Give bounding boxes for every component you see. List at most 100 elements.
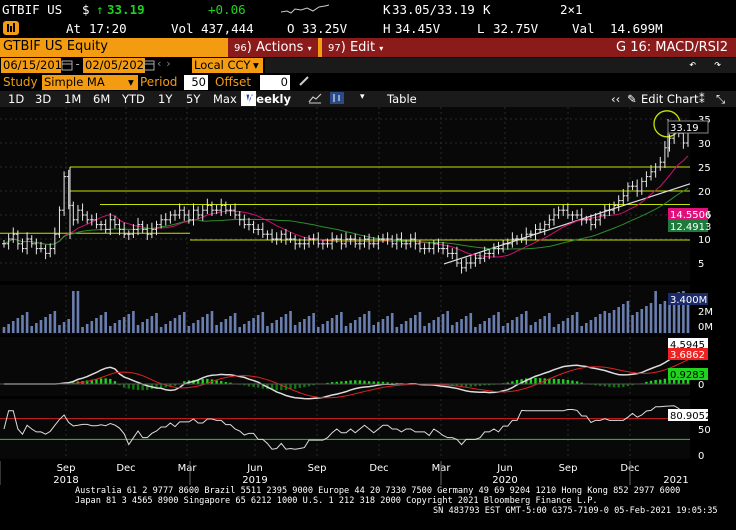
val-label: Val <box>572 21 595 36</box>
bar-chart-icon[interactable] <box>330 92 344 107</box>
table-button[interactable]: Table <box>387 92 417 106</box>
volume-bar <box>108 326 112 333</box>
volume-bar <box>247 321 251 333</box>
gridlines <box>0 107 690 459</box>
macd-histogram-bar <box>686 377 690 384</box>
volume-bar <box>432 320 436 333</box>
currency-select[interactable]: Local CCY <box>192 58 254 73</box>
macd-histogram-bar <box>580 382 583 384</box>
period-5y[interactable]: 5Y <box>186 92 201 106</box>
volume-bar <box>122 317 126 333</box>
macd-histogram-bar <box>598 384 602 386</box>
macd-histogram-bar <box>363 380 366 384</box>
calendar-icon[interactable] <box>143 59 155 74</box>
pencil-icon[interactable]: ✎ <box>627 92 637 106</box>
macd-histogram-bar <box>155 384 158 389</box>
volume-bar <box>469 313 473 333</box>
security-title[interactable]: GTBIF US Equity <box>3 39 108 54</box>
volume-bar <box>460 319 463 333</box>
traded-value: 14.699M <box>610 21 663 36</box>
macd-tag-bg <box>668 338 708 350</box>
volume-axis-label: 0M <box>698 322 713 333</box>
period-1d[interactable]: 1D <box>8 92 25 106</box>
edit-chart-button[interactable]: Edit Chart <box>641 92 699 106</box>
redo-icon[interactable]: ↷ <box>714 57 722 71</box>
macd-histogram-bar <box>127 384 130 389</box>
period-label: Period <box>140 75 178 89</box>
macd-histogram-bar <box>344 380 348 384</box>
undo-icon[interactable]: ↶ <box>689 57 697 71</box>
volume-bar <box>330 318 334 333</box>
period-1y[interactable]: 1Y <box>158 92 173 106</box>
volume-bar <box>566 318 570 333</box>
chevron-down-icon[interactable]: ▾ <box>251 58 263 73</box>
volume-bar <box>150 316 154 333</box>
volume-bar <box>90 321 94 333</box>
macd-histogram-bar <box>303 384 306 388</box>
x-axis-month-label: Jun <box>246 463 263 474</box>
scroll-left-icon[interactable]: ‹ <box>156 57 163 70</box>
period-1m[interactable]: 1M <box>64 92 82 106</box>
edit-button[interactable]: 97) Edit ▾ <box>322 38 390 57</box>
chevron-down-icon[interactable]: ▾ <box>126 75 138 90</box>
actions-label: Actions <box>255 40 304 55</box>
volume-bar <box>53 311 57 333</box>
macd-histogram-bar <box>483 384 486 386</box>
volume-bar <box>25 312 29 333</box>
macd-histogram-bar <box>469 384 472 387</box>
volume-bar <box>340 312 343 333</box>
volume-bar <box>686 303 690 333</box>
offset-input[interactable]: 0 <box>260 75 290 90</box>
line-chart-icon[interactable] <box>308 92 322 107</box>
pencil-icon[interactable] <box>298 75 310 90</box>
volume-bar <box>372 325 376 333</box>
volume-bar <box>446 311 449 333</box>
volume-bar <box>275 320 278 333</box>
macd-histogram-bar <box>391 382 394 384</box>
period-6m[interactable]: 6M <box>93 92 111 106</box>
period-max[interactable]: Max <box>213 92 237 106</box>
period-3d[interactable]: 3D <box>35 92 52 106</box>
period-input[interactable]: 50 <box>184 75 208 90</box>
collapse-icon[interactable]: ‹‹ <box>611 92 621 106</box>
volume-bar <box>293 325 297 333</box>
actions-button[interactable]: 96) Actions ▾ <box>228 38 318 57</box>
macd-histogram-bar <box>612 384 616 388</box>
end-date-field[interactable]: 02/05/2021 <box>83 58 152 73</box>
ticker[interactable]: GTBIF US <box>2 2 63 17</box>
volume-bar <box>367 311 371 333</box>
volume-bar <box>511 320 514 333</box>
price-axis-label: 10 <box>698 235 711 246</box>
period-ytd[interactable]: YTD <box>122 92 145 106</box>
study-type-select[interactable]: Simple MA <box>42 75 128 90</box>
volume-bar <box>159 327 163 333</box>
volume-bar <box>44 317 47 333</box>
volume-bar <box>353 320 357 333</box>
bloomberg-logo-icon <box>3 21 19 38</box>
price-chart[interactable]: 35302520151052M0M0500 33.1914.550612.491… <box>0 107 736 517</box>
low-label: L <box>477 21 485 36</box>
expand-icon[interactable]: ⤡ <box>716 92 726 106</box>
macd-histogram-bar <box>349 380 352 384</box>
macd-histogram-bar <box>85 380 89 384</box>
settings-icon[interactable]: ⁑ <box>699 92 705 106</box>
volume-bar <box>233 313 237 333</box>
macd-histogram-bar <box>113 381 117 384</box>
volume-bar <box>289 311 292 333</box>
volume-bar <box>377 322 380 333</box>
x-axis-month-label: Sep <box>559 463 578 474</box>
volume-bar <box>409 318 413 333</box>
ma2-tag-bg <box>668 220 708 232</box>
bid-ask: 33.05/33.19 <box>392 2 475 17</box>
offset-label: Offset <box>215 75 252 89</box>
macd-histogram-bar <box>626 384 630 387</box>
volume-bar <box>16 318 20 333</box>
macd-histogram-bar <box>270 384 274 390</box>
start-date-field[interactable]: 06/15/2018 <box>1 58 70 73</box>
volume-bar <box>617 307 620 333</box>
scroll-right-icon[interactable]: › <box>165 57 172 70</box>
frequency-select[interactable]: Weekly ▼ <box>241 91 291 106</box>
calendar-icon[interactable] <box>61 59 73 74</box>
volume-bar <box>423 326 426 333</box>
chevron-down-icon[interactable]: ▾ <box>360 92 365 102</box>
